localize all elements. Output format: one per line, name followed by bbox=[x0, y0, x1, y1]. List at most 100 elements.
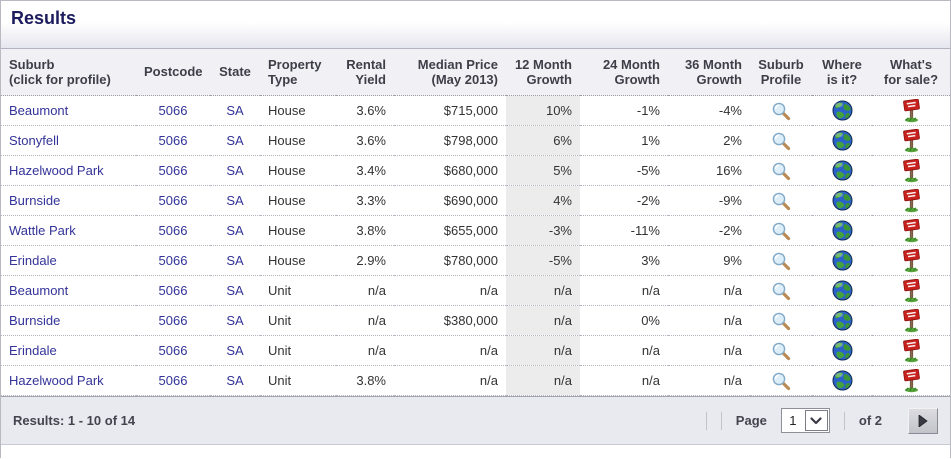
property-type-cell: Unit bbox=[260, 275, 336, 306]
globe-icon[interactable] bbox=[832, 220, 853, 241]
globe-icon[interactable] bbox=[832, 190, 853, 211]
growth-12m-cell: 4% bbox=[506, 185, 580, 216]
suburb-link[interactable]: Hazelwood Park bbox=[1, 365, 136, 396]
postcode-cell: 5066 bbox=[136, 335, 210, 366]
rental-yield-cell: 3.3% bbox=[336, 185, 394, 216]
whats-for-sale-cell bbox=[872, 305, 950, 336]
rental-yield-cell: 3.8% bbox=[336, 215, 394, 246]
magnifier-icon[interactable] bbox=[771, 131, 791, 151]
for-sale-sign-icon[interactable] bbox=[901, 308, 922, 333]
median-price-cell: $655,000 bbox=[394, 215, 506, 246]
suburb-link[interactable]: Erindale bbox=[1, 245, 136, 276]
whats-for-sale-cell bbox=[872, 185, 950, 216]
whats-for-sale-cell bbox=[872, 95, 950, 126]
growth-36m-cell: 2% bbox=[668, 125, 750, 156]
col-header-24-month-growth: 24 Month Growth bbox=[580, 49, 668, 96]
globe-icon[interactable] bbox=[832, 250, 853, 271]
where-is-it-cell bbox=[812, 275, 872, 306]
globe-icon[interactable] bbox=[832, 280, 853, 301]
magnifier-icon[interactable] bbox=[771, 281, 791, 301]
median-price-cell: $780,000 bbox=[394, 245, 506, 276]
state-cell: SA bbox=[210, 95, 260, 126]
magnifier-icon[interactable] bbox=[771, 101, 791, 121]
suburb-profile-cell bbox=[750, 185, 812, 216]
suburb-profile-cell bbox=[750, 125, 812, 156]
next-page-button[interactable] bbox=[908, 407, 938, 434]
growth-12m-cell: n/a bbox=[506, 365, 580, 396]
chevron-down-icon[interactable] bbox=[804, 410, 828, 431]
rental-yield-cell: 2.9% bbox=[336, 245, 394, 276]
median-price-cell: $715,000 bbox=[394, 95, 506, 126]
suburb-link[interactable]: Beaumont bbox=[1, 95, 136, 126]
suburb-link[interactable]: Hazelwood Park bbox=[1, 155, 136, 186]
globe-icon[interactable] bbox=[832, 160, 853, 181]
growth-36m-cell: -9% bbox=[668, 185, 750, 216]
for-sale-sign-icon[interactable] bbox=[901, 338, 922, 363]
globe-icon[interactable] bbox=[832, 100, 853, 121]
suburb-link[interactable]: Erindale bbox=[1, 335, 136, 366]
postcode-cell: 5066 bbox=[136, 245, 210, 276]
table-row: Erindale 5066 SA Unit n/a n/a n/a n/a n/… bbox=[1, 335, 950, 366]
state-cell: SA bbox=[210, 185, 260, 216]
globe-icon[interactable] bbox=[832, 310, 853, 331]
col-header-suburb-profile: Suburb Profile bbox=[750, 49, 812, 96]
suburb-profile-cell bbox=[750, 95, 812, 126]
growth-24m-cell: -2% bbox=[580, 185, 668, 216]
growth-12m-cell: 6% bbox=[506, 125, 580, 156]
suburb-link[interactable]: Burnside bbox=[1, 305, 136, 336]
median-price-cell: $680,000 bbox=[394, 155, 506, 186]
magnifier-icon[interactable] bbox=[771, 341, 791, 361]
where-is-it-cell bbox=[812, 365, 872, 396]
for-sale-sign-icon[interactable] bbox=[901, 98, 922, 123]
play-arrow-right-icon bbox=[918, 414, 928, 427]
table-row: Wattle Park 5066 SA House 3.8% $655,000 … bbox=[1, 215, 950, 246]
property-type-cell: Unit bbox=[260, 335, 336, 366]
for-sale-sign-icon[interactable] bbox=[901, 248, 922, 273]
for-sale-sign-icon[interactable] bbox=[901, 128, 922, 153]
col-header-property-type: Property Type bbox=[260, 49, 336, 96]
growth-36m-cell: n/a bbox=[668, 365, 750, 396]
property-type-cell: House bbox=[260, 125, 336, 156]
table-row: Stonyfell 5066 SA House 3.6% $798,000 6%… bbox=[1, 125, 950, 156]
magnifier-icon[interactable] bbox=[771, 161, 791, 181]
magnifier-icon[interactable] bbox=[771, 191, 791, 211]
property-type-cell: House bbox=[260, 245, 336, 276]
footer-divider bbox=[705, 411, 707, 430]
postcode-cell: 5066 bbox=[136, 365, 210, 396]
page-select[interactable]: 1 bbox=[780, 408, 830, 433]
globe-icon[interactable] bbox=[832, 370, 853, 391]
for-sale-sign-icon[interactable] bbox=[901, 218, 922, 243]
col-header-rental-yield: Rental Yield bbox=[336, 49, 394, 96]
col-header-12-month-growth: 12 Month Growth bbox=[506, 49, 580, 96]
suburb-link[interactable]: Beaumont bbox=[1, 275, 136, 306]
where-is-it-cell bbox=[812, 335, 872, 366]
magnifier-icon[interactable] bbox=[771, 371, 791, 391]
postcode-cell: 5066 bbox=[136, 155, 210, 186]
magnifier-icon[interactable] bbox=[771, 311, 791, 331]
suburb-link[interactable]: Burnside bbox=[1, 185, 136, 216]
col-header-where-is-it: Where is it? bbox=[812, 49, 872, 96]
globe-icon[interactable] bbox=[832, 130, 853, 151]
table-row: Hazelwood Park 5066 SA House 3.4% $680,0… bbox=[1, 155, 950, 186]
magnifier-icon[interactable] bbox=[771, 251, 791, 271]
for-sale-sign-icon[interactable] bbox=[901, 278, 922, 303]
globe-icon[interactable] bbox=[832, 340, 853, 361]
magnifier-icon[interactable] bbox=[771, 221, 791, 241]
results-summary: Results: 1 - 10 of 14 bbox=[13, 413, 136, 428]
suburb-profile-cell bbox=[750, 245, 812, 276]
state-cell: SA bbox=[210, 245, 260, 276]
state-cell: SA bbox=[210, 155, 260, 186]
for-sale-sign-icon[interactable] bbox=[901, 368, 922, 393]
for-sale-sign-icon[interactable] bbox=[901, 188, 922, 213]
state-cell: SA bbox=[210, 275, 260, 306]
state-cell: SA bbox=[210, 335, 260, 366]
col-header-36-month-growth: 36 Month Growth bbox=[668, 49, 750, 96]
suburb-link[interactable]: Wattle Park bbox=[1, 215, 136, 246]
growth-24m-cell: -11% bbox=[580, 215, 668, 246]
for-sale-sign-icon[interactable] bbox=[901, 158, 922, 183]
growth-24m-cell: 3% bbox=[580, 245, 668, 276]
footer-divider bbox=[720, 411, 722, 430]
table-row: Erindale 5066 SA House 2.9% $780,000 -5%… bbox=[1, 245, 950, 276]
suburb-link[interactable]: Stonyfell bbox=[1, 125, 136, 156]
